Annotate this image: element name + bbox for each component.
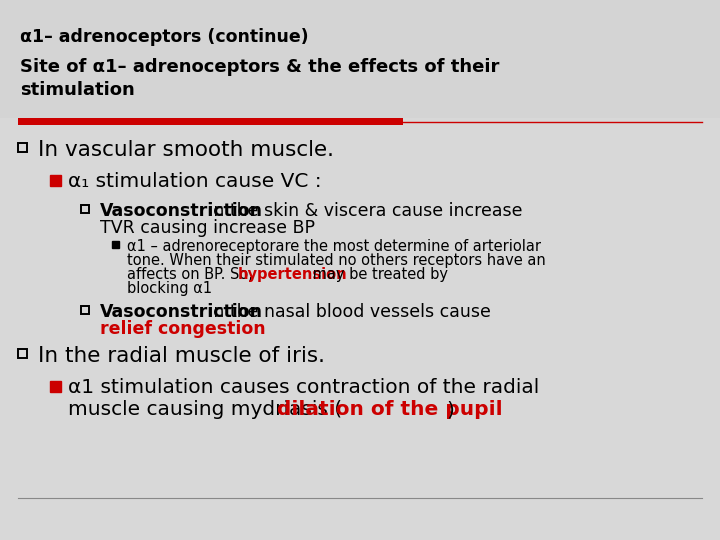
- Text: in the nasal blood vessels cause: in the nasal blood vessels cause: [203, 303, 491, 321]
- Text: TVR causing increase BP: TVR causing increase BP: [100, 219, 315, 237]
- Text: ): ): [446, 400, 454, 419]
- Bar: [81, 205, 89, 213]
- Text: α₁ stimulation cause VC :: α₁ stimulation cause VC :: [68, 172, 322, 191]
- Text: relief congestion: relief congestion: [100, 320, 266, 338]
- Text: hypertension: hypertension: [238, 267, 347, 282]
- Text: In the radial muscle of iris.: In the radial muscle of iris.: [38, 346, 325, 366]
- Text: may be treated by: may be treated by: [307, 267, 448, 282]
- Text: affects on BP. So,: affects on BP. So,: [127, 267, 258, 282]
- Text: muscle causing mydriasis (: muscle causing mydriasis (: [68, 400, 342, 419]
- Text: α1– adrenoceptors (continue): α1– adrenoceptors (continue): [20, 28, 309, 46]
- Bar: [0, 0, 720, 118]
- Bar: [17, 348, 27, 357]
- Text: α1 stimulation causes contraction of the radial: α1 stimulation causes contraction of the…: [68, 378, 539, 397]
- Bar: [81, 306, 89, 314]
- Bar: [112, 240, 119, 247]
- Bar: [50, 381, 60, 392]
- Text: dilation of the pupil: dilation of the pupil: [277, 400, 503, 419]
- Bar: [50, 174, 60, 186]
- Text: in the skin & viscera cause increase: in the skin & viscera cause increase: [203, 202, 523, 220]
- Text: In vascular smooth muscle.: In vascular smooth muscle.: [38, 140, 334, 160]
- Text: Site of α1– adrenoceptors & the effects of their
stimulation: Site of α1– adrenoceptors & the effects …: [20, 58, 500, 99]
- Text: tone. When their stimulated no others receptors have an: tone. When their stimulated no others re…: [127, 253, 546, 268]
- Bar: [17, 143, 27, 152]
- Text: blocking α1: blocking α1: [127, 281, 212, 296]
- Text: Vasoconstriction: Vasoconstriction: [100, 202, 263, 220]
- Text: Vasoconstriction: Vasoconstriction: [100, 303, 263, 321]
- Text: α1 – adrenoreceptorare the most determine of arteriolar: α1 – adrenoreceptorare the most determin…: [127, 239, 541, 254]
- Bar: [18, 118, 403, 125]
